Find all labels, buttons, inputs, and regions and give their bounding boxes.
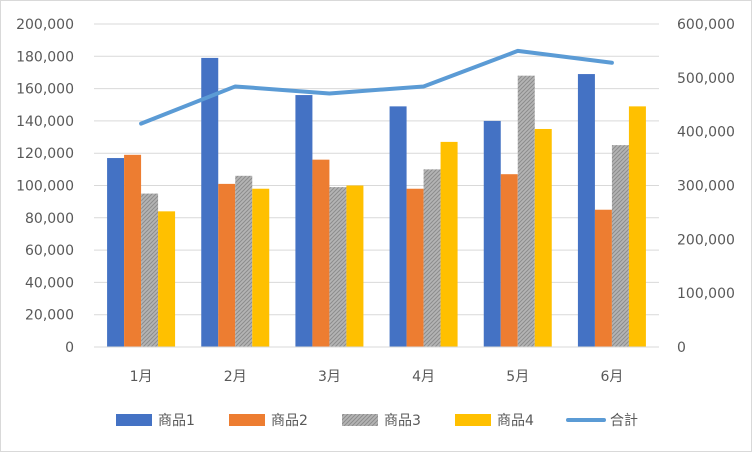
y2-axis-tick-label: 0 (677, 340, 686, 356)
bar-商品4 (440, 141, 458, 347)
legend-swatch-商品1 (116, 414, 152, 426)
y-axis-tick-label: 40,000 (25, 275, 74, 291)
bar-商品3 (141, 193, 159, 347)
y2-axis-tick-label: 500,000 (677, 71, 735, 87)
legend-label: 合計 (610, 413, 638, 429)
bar-商品4 (252, 188, 270, 347)
bar-商品4 (158, 211, 176, 347)
x-axis-tick-label: 2月 (224, 369, 247, 385)
total-line (139, 48, 614, 126)
x-axis-tick-label: 3月 (318, 369, 341, 385)
y2-axis-tick-label: 100,000 (677, 286, 735, 302)
bar-商品3 (423, 169, 441, 347)
x-axis-tick-label: 4月 (412, 369, 435, 385)
legend-label: 商品2 (271, 413, 308, 429)
x-axis-tick-label: 6月 (600, 369, 623, 385)
y-axis-tick-label: 140,000 (16, 114, 74, 130)
bar-商品2 (406, 188, 424, 347)
y-axis-tick-label: 80,000 (25, 211, 74, 227)
y2-axis-tick-label: 200,000 (677, 232, 735, 248)
bar-商品1 (295, 95, 313, 347)
y2-axis-tick-label: 600,000 (677, 17, 735, 33)
x-axis-tick-label: 1月 (130, 369, 153, 385)
bar-商品3 (611, 145, 629, 347)
bar-商品2 (218, 183, 236, 347)
bar-商品1 (483, 120, 501, 348)
axes: 0 20,000 40,000 60,000 80,000 100,000 120,000 1… (16, 17, 735, 385)
legend-label: 商品1 (158, 413, 195, 429)
bar-商品2 (124, 154, 142, 347)
gridlines (94, 23, 659, 348)
bar-商品2 (500, 174, 518, 347)
bar-商品4 (534, 128, 552, 347)
bar-商品3 (517, 75, 535, 348)
legend: 商品1 商品2 商品3 商品4 合計 (116, 413, 638, 429)
y-axis-tick-label: 20,000 (25, 308, 74, 324)
y2-axis-tick-label: 400,000 (677, 125, 735, 141)
y-axis-tick-label: 160,000 (16, 82, 74, 98)
bar-商品2 (312, 159, 330, 347)
bar-商品4 (628, 106, 646, 348)
x-axis-tick-label: 5月 (506, 369, 529, 385)
bar-商品1 (107, 158, 125, 347)
y2-axis-tick-label: 300,000 (677, 179, 735, 195)
bar-商品1 (577, 74, 595, 347)
y-axis-tick-label: 60,000 (25, 243, 74, 259)
bar-商品1 (201, 57, 219, 347)
y-axis-tick-label: 100,000 (16, 179, 74, 195)
legend-label: 商品3 (384, 413, 421, 429)
y-axis-tick-label: 200,000 (16, 17, 74, 33)
bars (107, 57, 646, 348)
y-axis-tick-label: 180,000 (16, 49, 74, 65)
bar-商品1 (389, 106, 407, 348)
bar-商品2 (594, 209, 612, 347)
legend-swatch-商品2 (229, 414, 265, 426)
legend-label: 商品4 (497, 413, 534, 429)
y-axis-tick-label: 0 (65, 340, 74, 356)
legend-swatch-商品4 (455, 414, 491, 426)
y-axis-tick-label: 120,000 (16, 146, 74, 162)
bar-商品3 (329, 187, 347, 347)
bar-商品3 (235, 175, 253, 347)
bar-商品4 (346, 185, 364, 347)
line-合計 (139, 48, 614, 126)
legend-swatch-商品3 (342, 414, 378, 426)
